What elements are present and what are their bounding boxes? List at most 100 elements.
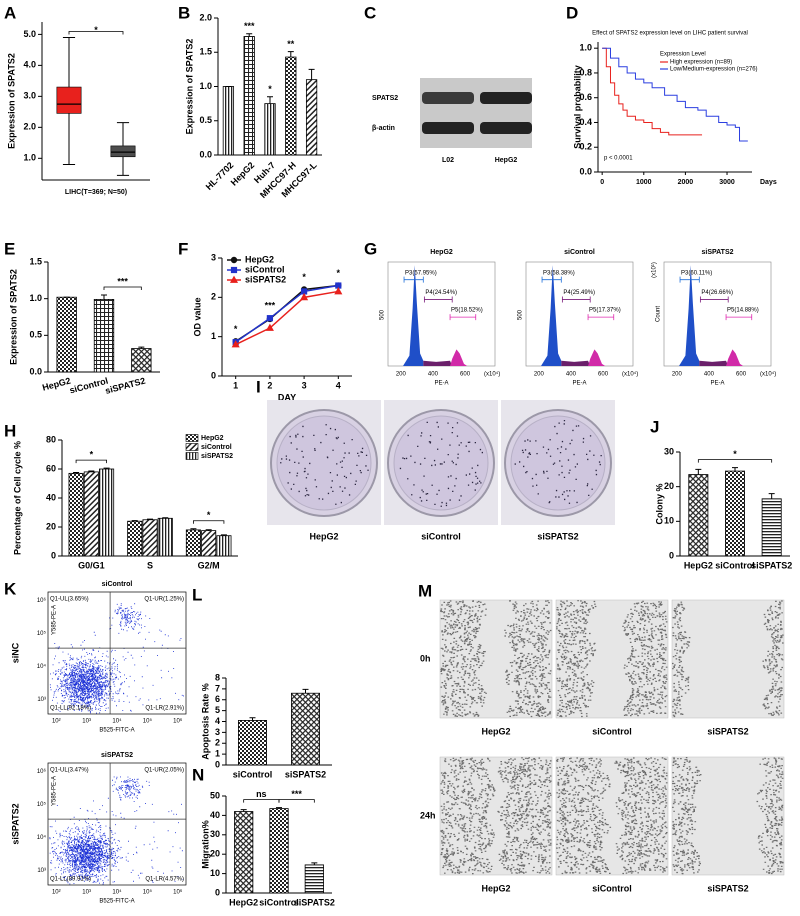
x-tick-label: HepG2: [684, 560, 713, 570]
error-bar: [311, 862, 318, 865]
error-bar: [73, 471, 80, 474]
error-bar: [276, 807, 282, 809]
gate: [449, 314, 477, 321]
x-axis-label: PE-A: [572, 381, 586, 387]
plot-frame: [47, 591, 187, 715]
quadrant-label: Q1-UL(3.47%): [50, 768, 89, 774]
x-tick-label: 4: [336, 380, 341, 390]
y-tick-label: 10³: [37, 868, 46, 874]
bar: [127, 520, 143, 557]
gate-label: P3(60.11%): [681, 270, 712, 276]
y-tick-label: 6: [215, 694, 220, 704]
y-tick-label: 30: [664, 446, 674, 456]
x-tick-label: HepG2: [229, 897, 258, 907]
quadrant-label: Q1-UR(2.05%): [144, 768, 184, 774]
panel-letter: J: [650, 417, 659, 436]
x-tick-label: 600: [598, 372, 609, 378]
significance: *: [234, 324, 238, 334]
legend-swatch: [185, 452, 199, 460]
significance: *: [268, 84, 272, 94]
bar: [725, 470, 745, 557]
significance: *: [337, 268, 341, 278]
g2-peak: [450, 349, 468, 366]
marker: [266, 315, 273, 322]
y-tick-label: 1.0: [23, 153, 36, 163]
panel-letter: A: [4, 3, 16, 22]
g2-peak: [588, 349, 606, 366]
bar: [68, 472, 84, 557]
y-tick-label: 1: [215, 749, 220, 759]
y-tick-label: 20: [210, 849, 220, 859]
micrograph: [439, 599, 553, 719]
bar: [305, 79, 318, 156]
error-bar: [308, 68, 315, 80]
dot-cloud: [49, 603, 184, 714]
image-label: siControl: [592, 883, 632, 893]
error-bar: [768, 493, 775, 499]
gate: [561, 296, 591, 303]
blot-band: [480, 92, 532, 104]
y-tick-label: 8: [215, 672, 220, 682]
y-tick-label: 0: [215, 887, 220, 897]
y-tick-label: 40: [210, 810, 220, 820]
row-label: 0h: [420, 653, 431, 663]
y-axis-label: Expression of SPATS2: [6, 53, 16, 149]
error-bar: [732, 467, 738, 472]
y-tick-label: 5.0: [23, 29, 36, 39]
bar: [264, 103, 276, 156]
image-label: siSPATS2: [707, 726, 748, 736]
dish-inner: [510, 415, 606, 511]
x-tick-label: siSPATS2: [285, 769, 326, 779]
micrograph: [671, 756, 785, 876]
comparison-bracket: [75, 459, 107, 464]
x-multiplier: (x10⁴): [760, 371, 776, 378]
legend-label: Low/Medium-expression (n=276): [670, 67, 758, 73]
x-tick-label: 2: [267, 380, 272, 390]
panel-letter: L: [192, 585, 202, 604]
blot-row-label: SPATS2: [372, 95, 398, 102]
gate: [725, 314, 753, 321]
bar: [93, 298, 115, 373]
legend-swatch: [185, 434, 199, 442]
gate-label: P4(25.49%): [563, 290, 595, 296]
gate: [587, 314, 615, 321]
quadrant-lines: [48, 592, 186, 714]
legend-label: siControl: [201, 444, 232, 451]
panel-letter: B: [178, 3, 190, 22]
panel-letter: H: [4, 421, 16, 440]
y-tick-label: 2: [215, 738, 220, 748]
y-axis-label: Expression of SPATS2: [184, 39, 194, 135]
gate-label: P5(14.88%): [727, 308, 759, 314]
panel-letter: E: [4, 239, 15, 258]
marker: [265, 323, 274, 331]
y-tick-label: 2: [211, 292, 216, 302]
upper-whisker: [116, 122, 130, 146]
plot-title: siSPATS2: [701, 249, 733, 256]
significance: *: [302, 272, 306, 282]
lower-whisker: [62, 113, 76, 166]
cell-texture: [440, 757, 552, 875]
x-tick-label: 0: [600, 179, 604, 186]
blot-band: [422, 92, 474, 104]
y-tick-label: 0.0: [199, 149, 212, 159]
box: [56, 86, 82, 114]
cell-texture: [556, 757, 668, 875]
gate: [541, 276, 562, 283]
y-axis-label: Colony %: [654, 483, 664, 524]
x-tick-label: 10⁵: [143, 718, 153, 725]
y-axis-label: Apoptosis Rate %: [200, 683, 210, 760]
quadrant-label: Q1-LR(4.57%): [145, 877, 184, 883]
quadrant-label: Q1-UR(1.25%): [144, 597, 184, 603]
y-tick-label: 3.0: [23, 91, 36, 101]
x-multiplier: (x10⁴): [622, 371, 638, 378]
x-axis-label: PE-A: [710, 381, 724, 387]
error-bar: [695, 468, 702, 475]
x-tick-label: 400: [704, 372, 715, 378]
quadrant-label: Q1-LL(89.91%): [50, 877, 91, 883]
blot-row-label: β-actin: [372, 125, 395, 132]
y-tick-label: 20: [46, 521, 56, 531]
x-axis-label: DAY: [278, 392, 296, 402]
marker: [300, 292, 309, 301]
x-tick-label: 10²: [52, 719, 61, 725]
